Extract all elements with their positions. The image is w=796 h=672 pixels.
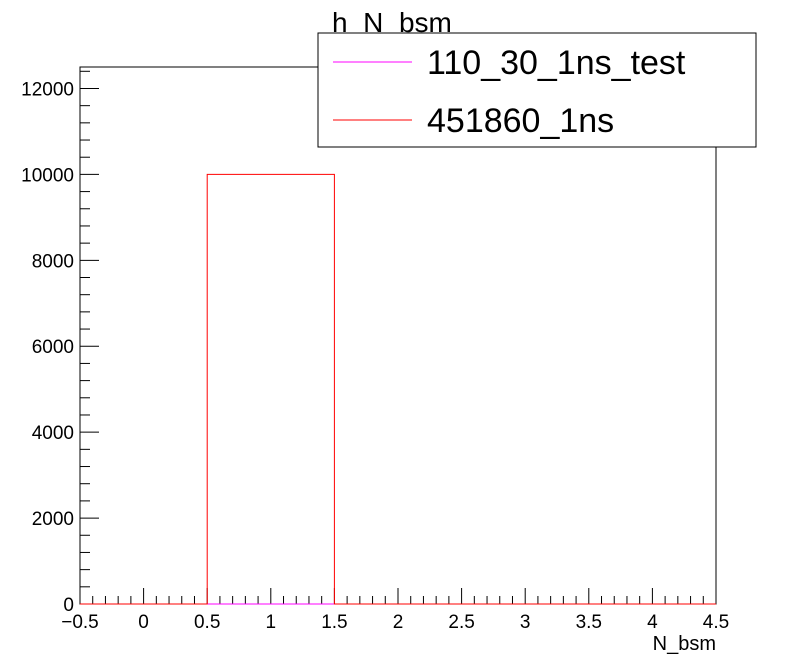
legend-label: 110_30_1ns_test bbox=[427, 44, 686, 82]
x-tick-label: 4.5 bbox=[703, 612, 729, 633]
y-tick-label: 4000 bbox=[32, 423, 74, 444]
x-tick-label: −0.5 bbox=[61, 612, 99, 633]
legend-box bbox=[317, 32, 757, 148]
x-tick-label: 4 bbox=[647, 612, 658, 633]
y-tick-label: 2000 bbox=[32, 509, 74, 530]
x-tick-label: 0.5 bbox=[194, 612, 220, 633]
y-tick-label: 8000 bbox=[32, 251, 74, 272]
y-tick-label: 0 bbox=[63, 595, 74, 616]
legend: 110_30_1ns_test 451860_1ns bbox=[317, 32, 757, 148]
x-tick-label: 3 bbox=[520, 612, 531, 633]
y-tick-label: 6000 bbox=[32, 337, 74, 358]
x-tick-label: 1 bbox=[266, 612, 277, 633]
x-tick-label: 0 bbox=[138, 612, 149, 633]
y-tick-label: 12000 bbox=[21, 79, 74, 100]
x-tick-label: 1.5 bbox=[321, 612, 347, 633]
x-tick-label: 2.5 bbox=[448, 612, 474, 633]
x-tick-label: 3.5 bbox=[576, 612, 602, 633]
histogram-series-2 bbox=[80, 173, 716, 605]
series-layer bbox=[80, 173, 716, 605]
legend-label: 451860_1ns bbox=[427, 102, 614, 140]
x-axis-label: N_bsm bbox=[653, 633, 716, 655]
x-tick-label: 2 bbox=[393, 612, 404, 633]
axes: −0.5 0 0.5 1 1.5 2 2.5 3 3.5 4 4.50200040006000800… bbox=[21, 70, 729, 633]
plot-frame bbox=[79, 66, 717, 605]
y-tick-label: 10000 bbox=[21, 165, 74, 186]
